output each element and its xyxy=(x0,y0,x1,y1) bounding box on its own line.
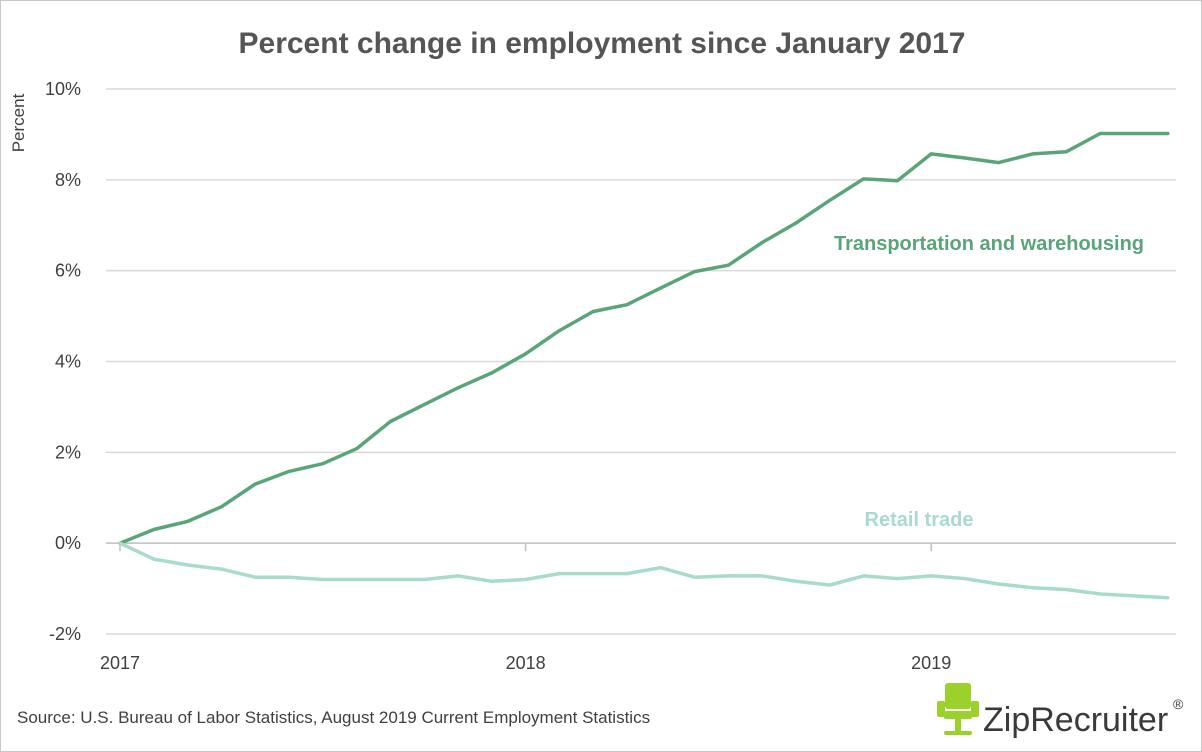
y-tick-label: 4% xyxy=(55,352,81,372)
y-tick-label: 10% xyxy=(45,79,81,99)
chair-icon xyxy=(937,683,979,735)
y-tick-label: 8% xyxy=(55,170,81,190)
y-tick-label: 2% xyxy=(55,442,81,462)
registered-mark: ® xyxy=(1173,696,1184,712)
x-tick-label: 2018 xyxy=(506,653,546,673)
series-label-transportation: Transportation and warehousing xyxy=(834,233,1144,255)
y-tick-label: 6% xyxy=(55,261,81,281)
x-tick-label: 2019 xyxy=(911,653,951,673)
y-axis-ticks: -2% 0% 2% 4% 6% 8% 10% xyxy=(45,79,81,644)
x-axis: 2017 2018 2019 xyxy=(100,543,951,673)
y-tick-label: -2% xyxy=(49,624,81,644)
y-axis-label: Percent xyxy=(9,93,28,152)
series-line-transportation xyxy=(118,131,1170,545)
gridlines xyxy=(106,88,1176,635)
series-line-retail xyxy=(118,541,1170,600)
x-tick-label: 2017 xyxy=(100,653,140,673)
series-labels: Transportation and warehousing Retail tra… xyxy=(834,233,1144,531)
logo-wordmark: ZipRecruiter xyxy=(983,701,1168,739)
y-tick-label: 0% xyxy=(55,533,81,553)
ziprecruiter-logo: ZipRecruiter ® xyxy=(937,683,1184,739)
source-note: Source: U.S. Bureau of Labor Statistics,… xyxy=(17,708,650,727)
chart-title: Percent change in employment since Janua… xyxy=(239,27,966,60)
series-lines xyxy=(118,131,1170,600)
series-label-retail: Retail trade xyxy=(865,509,974,531)
